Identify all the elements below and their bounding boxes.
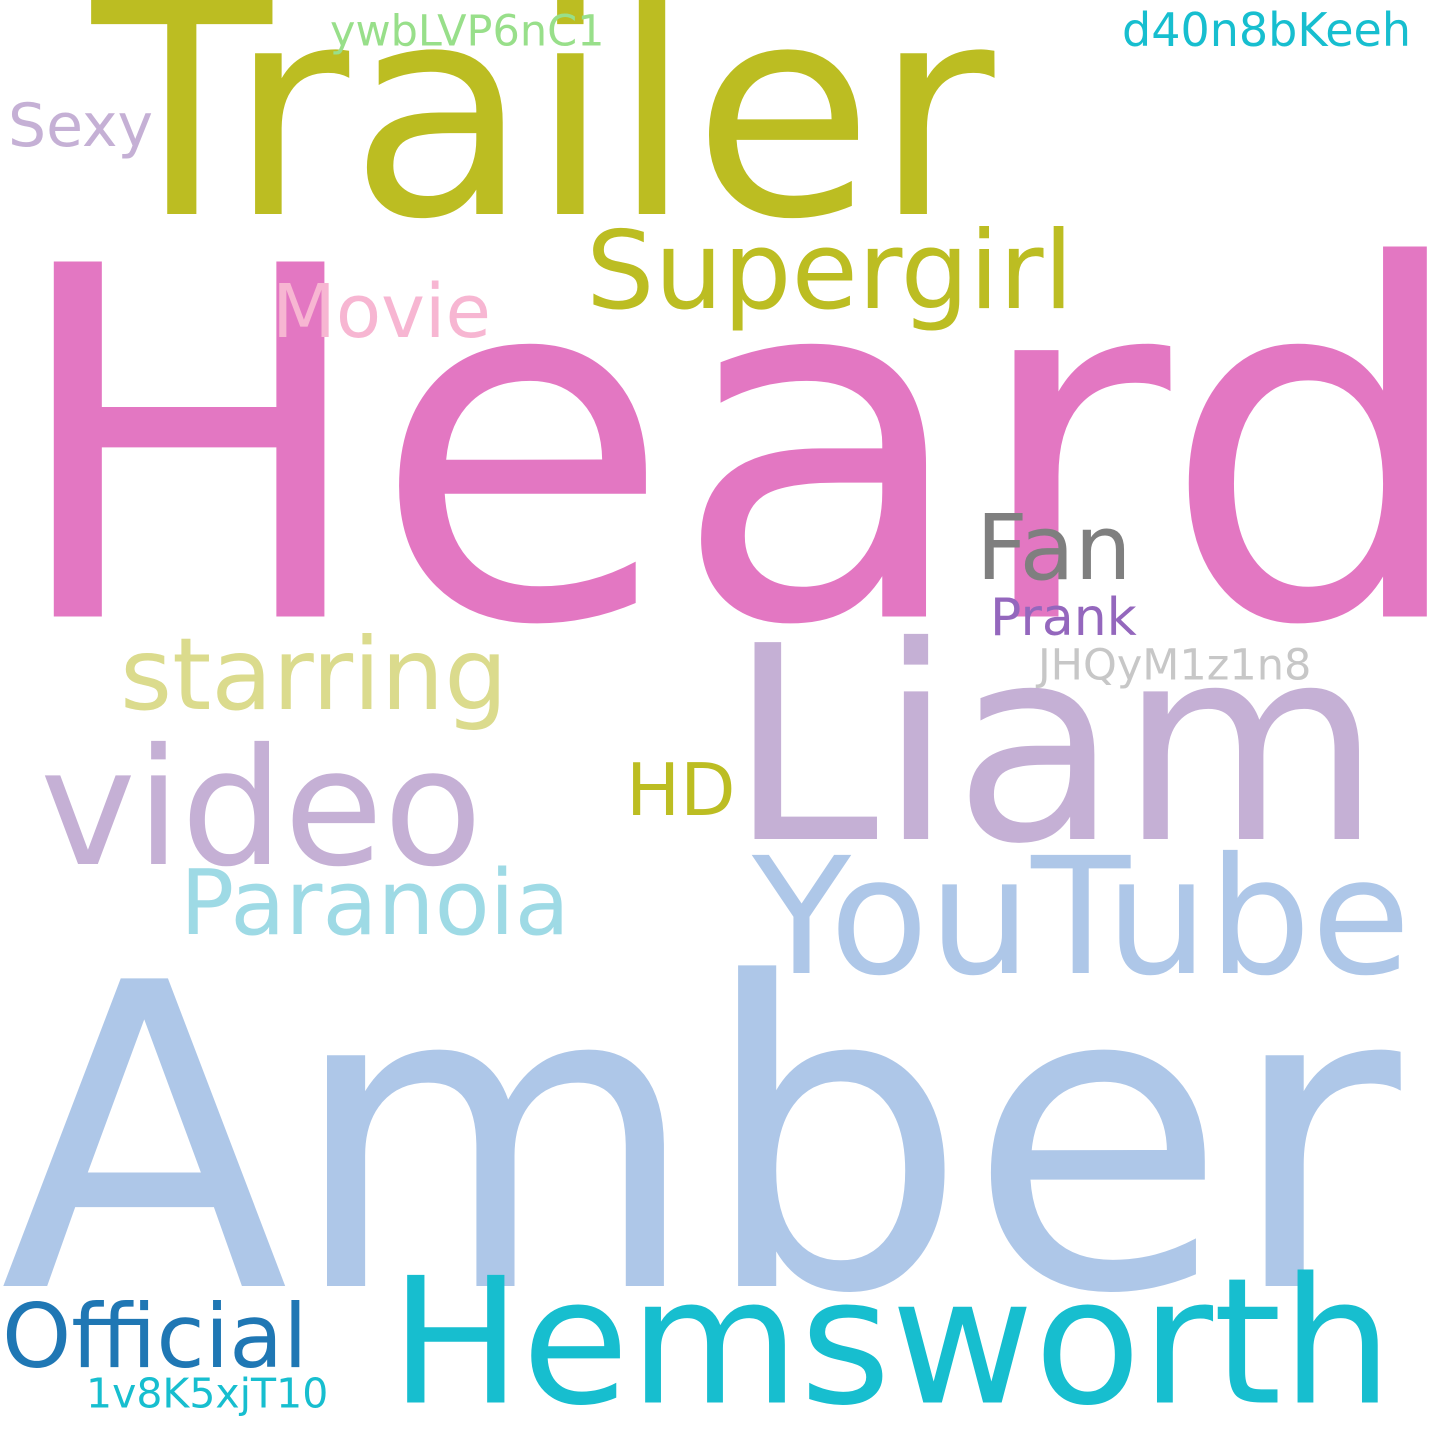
- word-jhqym1z1n8: JHQyM1z1n8: [1038, 640, 1312, 691]
- word-sexy: Sexy: [8, 91, 153, 161]
- word-liam: Liam: [728, 588, 1382, 903]
- word-fan: Fan: [976, 496, 1132, 601]
- word-heard: Heard: [6, 164, 1440, 732]
- word-official: Official: [2, 1285, 308, 1388]
- word-d40n8bkeeh: d40n8bKeeh: [1122, 3, 1411, 57]
- word-video: video: [40, 715, 483, 903]
- word-prank: Prank: [990, 588, 1137, 648]
- word-trailer: Trailer: [92, 0, 995, 284]
- word-youtube: YouTube: [752, 824, 1411, 1012]
- word-starring: starring: [120, 616, 508, 733]
- word-hemsworth: Hemsworth: [390, 1241, 1393, 1445]
- word-hd: HD: [626, 748, 736, 832]
- word-supergirl: Supergirl: [586, 209, 1074, 334]
- word-ywblvp6nc1: ywbLVP6nC1: [330, 6, 605, 57]
- word-paranoia: Paranoia: [180, 851, 570, 956]
- word-amber: Amber: [0, 894, 1401, 1386]
- word-movie: Movie: [272, 269, 492, 355]
- word-1v8k5xjt10: 1v8K5xjT10: [86, 1369, 329, 1418]
